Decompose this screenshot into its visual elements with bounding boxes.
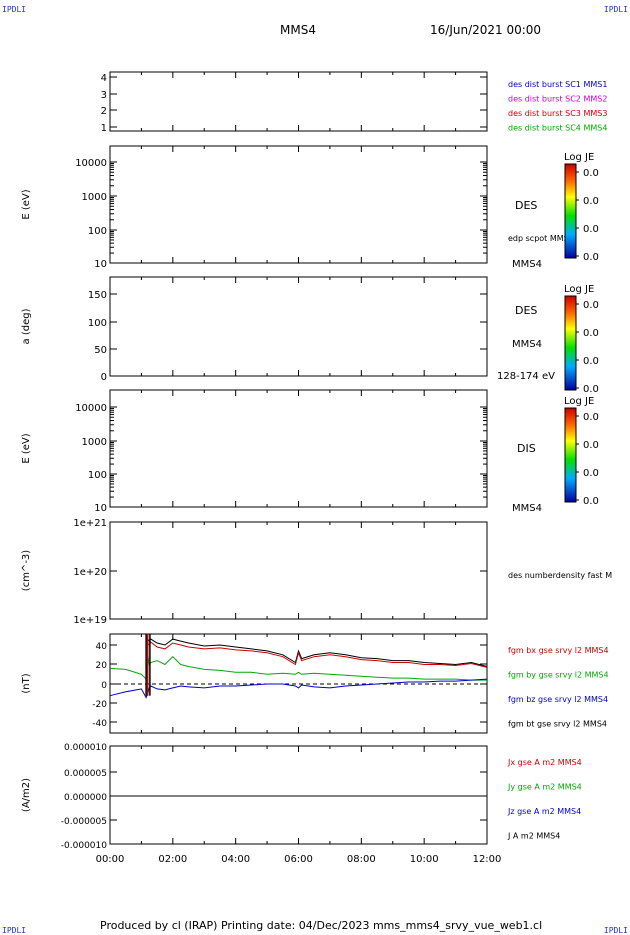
colorbar-title-des-energy: Log JE <box>564 152 594 163</box>
panel-frame-dis-energy <box>109 389 488 508</box>
y-tick-label-current: 0.000005 <box>64 769 107 779</box>
x-tick-label: 02:00 <box>158 854 187 865</box>
y-tick-label-fgm: 0 <box>101 681 107 691</box>
side-label-des-energy: edp scpot MMS4 <box>508 234 574 243</box>
y-tick-label-des-energy: 10000 <box>75 158 107 169</box>
y-tick-label-des-energy: 100 <box>88 226 107 237</box>
y-tick-label-dis-energy: 10000 <box>75 403 107 414</box>
x-tick-label: 10:00 <box>410 854 439 865</box>
y-tick-label-fgm: -20 <box>92 700 107 710</box>
y-tick-label-des-pitch: 0 <box>101 372 107 383</box>
y-axis-label-dis-energy: E (eV) <box>21 433 32 463</box>
panel-frame-density <box>109 521 488 620</box>
y-tick-label-fgm: -40 <box>92 719 107 729</box>
fgm-series-line <box>109 678 488 699</box>
y-axis-label-density: (cm^-3) <box>21 550 32 591</box>
panel-frame-current <box>109 745 488 845</box>
colorbar-tick-label-dis-energy: 0.0 <box>583 412 599 423</box>
y-tick-label-dis-energy: 100 <box>88 470 107 481</box>
colorbar-tick-label-des-energy: 0.0 <box>583 196 599 207</box>
side-label-dis-energy: MMS4 <box>512 503 542 514</box>
y-tick-label-current: 0.000010 <box>64 743 107 753</box>
x-tick-label: 08:00 <box>347 854 376 865</box>
colorbar-title-des-pitch: Log JE <box>564 284 594 295</box>
side-label-des-energy: DES <box>515 199 537 212</box>
y-tick-label-dis-energy: 1000 <box>82 437 107 448</box>
corner-label-top-right: IPDLI <box>603 5 628 14</box>
y-tick-label-des-pitch: 100 <box>88 318 107 329</box>
legend-entry-current: Jz gse A m2 MMS4 <box>507 807 581 816</box>
legend-entry-availability: des dist burst SC2 MMS2 <box>508 95 607 104</box>
colorbar-tick-label-dis-energy: 0.0 <box>583 440 599 451</box>
colorbar-dis-energy <box>564 407 577 503</box>
colorbar-tick-label-des-energy: 0.0 <box>583 252 599 263</box>
x-tick-label: 00:00 <box>96 854 125 865</box>
y-tick-label-fgm: 40 <box>96 642 108 652</box>
spacecraft-title: MMS4 <box>280 23 316 37</box>
y-tick-label-des-energy: 1000 <box>82 192 107 203</box>
y-axis-label-des-pitch: a (deg) <box>21 308 32 344</box>
x-tick-label: 06:00 <box>284 854 313 865</box>
y-tick-label-availability: 1 <box>101 123 107 134</box>
corner-label-top-left: IPDLI <box>2 5 27 14</box>
y-tick-label-density: 1e+20 <box>73 567 107 578</box>
legend-entry-fgm: fgm bt gse srvy l2 MMS4 <box>508 720 607 729</box>
y-tick-label-des-pitch: 50 <box>94 345 107 356</box>
colorbar-tick-label-dis-energy: 0.0 <box>583 468 599 479</box>
fgm-series-line <box>145 636 488 667</box>
legend-entry-current: Jy gse A m2 MMS4 <box>507 783 582 792</box>
y-tick-label-fgm: 20 <box>96 661 108 671</box>
colorbar-tick-label-des-energy: 0.0 <box>583 224 599 235</box>
panel-frame-des-pitch <box>109 276 488 377</box>
y-tick-label-des-pitch: 150 <box>88 290 107 301</box>
side-label-des-energy: MMS4 <box>512 259 542 270</box>
colorbar-tick-label-des-pitch: 0.0 <box>583 328 599 339</box>
colorbar-tick-label-des-pitch: 0.0 <box>583 384 599 395</box>
y-tick-label-current: 0.000000 <box>64 793 107 803</box>
colorbar-des-pitch <box>564 295 577 391</box>
side-label-dis-energy: DIS <box>517 442 536 455</box>
corner-label-bottom-left: IPDLI <box>2 926 27 935</box>
colorbar-tick-label-dis-energy: 0.0 <box>583 496 599 507</box>
colorbar-tick-label-des-energy: 0.0 <box>583 168 599 179</box>
footer-credits: Produced by cl (IRAP) Printing date: 04/… <box>100 919 543 932</box>
fgm-series-line <box>109 654 487 681</box>
y-tick-label-current: -0.000010 <box>61 841 107 851</box>
corner-label-bottom-right: IPDLI <box>603 926 628 935</box>
panel-frame-availability <box>109 71 488 132</box>
panel-frame-des-energy <box>109 145 488 264</box>
colorbar-tick-label-des-pitch: 0.0 <box>583 356 599 367</box>
legend-entry-current: Jx gse A m2 MMS4 <box>507 758 582 767</box>
colorbar-des-energy <box>564 163 577 259</box>
y-tick-label-availability: 4 <box>101 73 107 84</box>
colorbar-title-dis-energy: Log JE <box>564 396 594 407</box>
legend-entry-availability: des dist burst SC3 MMS3 <box>508 109 607 118</box>
colorbar-tick-label-des-pitch: 0.0 <box>583 300 599 311</box>
y-tick-label-availability: 3 <box>101 90 107 101</box>
legend-entry-availability: des dist burst SC1 MMS1 <box>508 80 607 89</box>
y-axis-label-des-energy: E (eV) <box>21 189 32 219</box>
legend-entry-current: J A m2 MMS4 <box>507 832 560 841</box>
y-tick-label-current: -0.000005 <box>61 817 107 827</box>
side-label-des-pitch: 128-174 eV <box>497 371 555 382</box>
datetime-title: 16/Jun/2021 00:00 <box>430 23 542 37</box>
x-tick-label: 04:00 <box>221 854 250 865</box>
y-axis-label-fgm: (nT) <box>21 673 32 693</box>
side-label-des-pitch: MMS4 <box>512 339 542 350</box>
side-label-des-pitch: DES <box>515 304 537 317</box>
fgm-series-line <box>145 639 488 668</box>
y-tick-label-dis-energy: 10 <box>94 503 107 514</box>
y-axis-label-current: (A/m2) <box>21 778 32 812</box>
y-tick-label-density: 1e+19 <box>73 615 107 626</box>
legend-entry-fgm: fgm by gse srvy l2 MMS4 <box>508 671 609 680</box>
x-tick-label: 12:00 <box>473 854 502 865</box>
legend-entry-availability: des dist burst SC4 MMS4 <box>508 124 607 133</box>
legend-entry-fgm: fgm bz gse srvy l2 MMS4 <box>508 695 608 704</box>
side-label-density: des numberdensity fast M <box>508 571 612 580</box>
legend-entry-fgm: fgm bx gse srvy l2 MMS4 <box>508 646 609 655</box>
y-tick-label-availability: 2 <box>101 106 107 117</box>
y-tick-label-density: 1e+21 <box>73 518 107 529</box>
y-tick-label-des-energy: 10 <box>94 259 107 270</box>
